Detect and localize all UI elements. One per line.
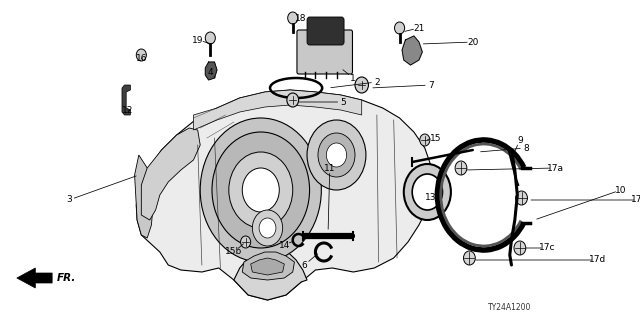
Text: 6: 6 <box>301 260 307 269</box>
Text: 9: 9 <box>517 135 523 145</box>
Text: TY24A1200: TY24A1200 <box>488 303 532 312</box>
Circle shape <box>394 22 404 34</box>
Text: 17c: 17c <box>538 244 555 252</box>
Circle shape <box>252 210 283 246</box>
Polygon shape <box>141 128 200 220</box>
Circle shape <box>318 133 355 177</box>
Circle shape <box>404 164 451 220</box>
Text: 20: 20 <box>467 37 479 46</box>
Text: 11: 11 <box>324 164 335 172</box>
Text: 10: 10 <box>615 186 627 195</box>
Polygon shape <box>136 90 433 300</box>
Circle shape <box>205 32 215 44</box>
Circle shape <box>326 143 347 167</box>
Circle shape <box>355 77 369 93</box>
Circle shape <box>287 93 299 107</box>
Text: 15b: 15b <box>225 247 243 257</box>
Text: 16: 16 <box>136 53 147 62</box>
Text: 18: 18 <box>296 13 307 22</box>
Circle shape <box>288 12 298 24</box>
Polygon shape <box>193 90 362 130</box>
Polygon shape <box>205 62 217 80</box>
Text: 12: 12 <box>122 106 134 115</box>
Text: 17b: 17b <box>630 196 640 204</box>
FancyBboxPatch shape <box>297 30 353 74</box>
FancyBboxPatch shape <box>307 17 344 45</box>
Text: 21: 21 <box>413 23 424 33</box>
Text: 4: 4 <box>207 68 213 76</box>
Circle shape <box>212 132 310 248</box>
Polygon shape <box>251 258 284 275</box>
Circle shape <box>259 218 276 238</box>
Circle shape <box>136 49 147 61</box>
Text: 3: 3 <box>66 196 72 204</box>
Polygon shape <box>17 268 52 288</box>
Text: 1: 1 <box>351 74 356 83</box>
Circle shape <box>229 152 292 228</box>
Text: 2: 2 <box>374 77 380 86</box>
Polygon shape <box>243 252 294 280</box>
Text: 13: 13 <box>425 194 436 203</box>
Text: 7: 7 <box>428 81 433 90</box>
Text: 15: 15 <box>430 133 442 142</box>
Circle shape <box>463 251 476 265</box>
Circle shape <box>514 241 525 255</box>
Circle shape <box>243 168 279 212</box>
Text: 17a: 17a <box>547 164 564 172</box>
Text: 5: 5 <box>340 98 346 107</box>
Circle shape <box>307 120 366 190</box>
Text: 8: 8 <box>523 143 529 153</box>
Polygon shape <box>122 85 131 115</box>
Text: 19: 19 <box>192 36 204 44</box>
Circle shape <box>200 118 321 262</box>
Circle shape <box>455 161 467 175</box>
Text: 17d: 17d <box>589 255 606 265</box>
Circle shape <box>516 191 527 205</box>
Polygon shape <box>234 248 307 300</box>
Circle shape <box>420 134 430 146</box>
Text: 14: 14 <box>278 241 290 250</box>
Text: FR.: FR. <box>57 273 77 283</box>
Polygon shape <box>402 36 422 65</box>
Polygon shape <box>134 155 153 238</box>
Circle shape <box>241 236 251 248</box>
Circle shape <box>412 174 442 210</box>
